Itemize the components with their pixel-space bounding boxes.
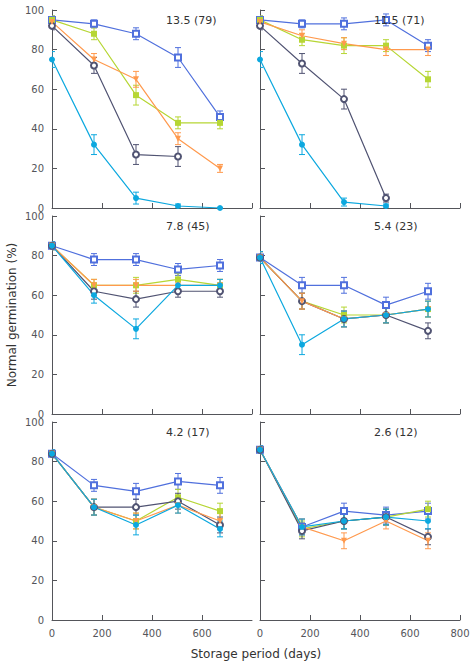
svg-text:60: 60 <box>31 290 44 301</box>
svg-text:20: 20 <box>31 163 44 174</box>
svg-text:7.8 (45): 7.8 (45) <box>166 220 210 233</box>
svg-text:20: 20 <box>31 369 44 380</box>
svg-text:4.2 (17): 4.2 (17) <box>166 426 210 439</box>
svg-text:0: 0 <box>49 628 55 639</box>
svg-text:80: 80 <box>31 456 44 467</box>
svg-text:100: 100 <box>25 5 44 16</box>
svg-text:100: 100 <box>25 211 44 222</box>
svg-text:11.5 (71): 11.5 (71) <box>374 14 425 27</box>
svg-text:Normal germination (%): Normal germination (%) <box>5 243 19 388</box>
svg-text:60: 60 <box>31 496 44 507</box>
svg-text:40: 40 <box>31 329 44 340</box>
svg-text:0: 0 <box>257 628 263 639</box>
svg-text:80: 80 <box>31 44 44 55</box>
svg-text:40: 40 <box>31 123 44 134</box>
svg-text:5.4 (23): 5.4 (23) <box>374 220 418 233</box>
svg-text:0: 0 <box>38 615 44 626</box>
svg-text:60: 60 <box>31 84 44 95</box>
svg-text:600: 600 <box>400 628 419 639</box>
svg-text:20: 20 <box>31 575 44 586</box>
svg-text:Storage period (days): Storage period (days) <box>191 647 322 661</box>
svg-text:600: 600 <box>192 628 211 639</box>
svg-text:80: 80 <box>31 250 44 261</box>
svg-text:40: 40 <box>31 535 44 546</box>
svg-text:200: 200 <box>300 628 319 639</box>
svg-text:400: 400 <box>350 628 369 639</box>
svg-text:800: 800 <box>450 628 469 639</box>
svg-text:13.5 (79): 13.5 (79) <box>166 14 217 27</box>
svg-text:2.6 (12): 2.6 (12) <box>374 426 418 439</box>
svg-text:0: 0 <box>37 202 44 214</box>
svg-text:100: 100 <box>25 417 44 428</box>
svg-text:200: 200 <box>92 628 111 639</box>
svg-text:400: 400 <box>142 628 161 639</box>
svg-text:0: 0 <box>37 408 44 420</box>
